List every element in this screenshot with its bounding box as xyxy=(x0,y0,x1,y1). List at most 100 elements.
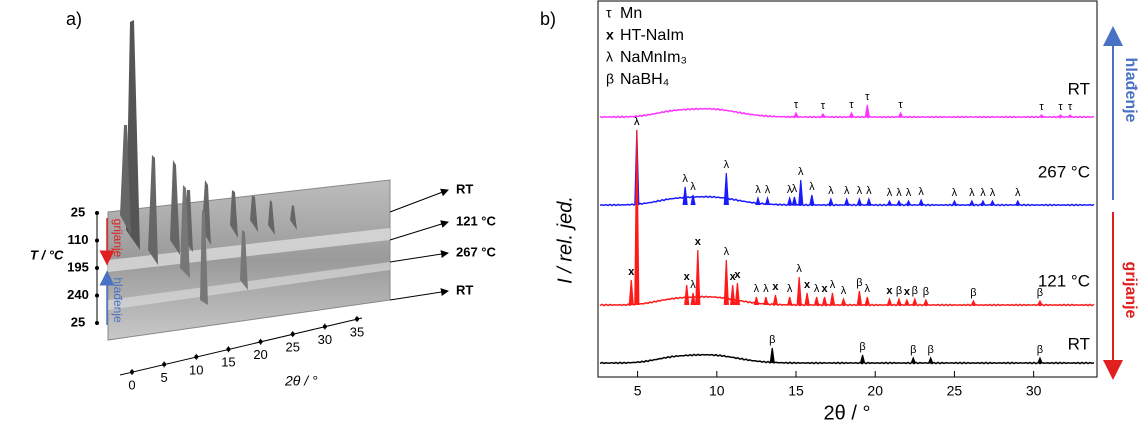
series-label: 121 °C xyxy=(1038,271,1090,290)
peak xyxy=(886,297,893,306)
peak xyxy=(809,194,815,206)
peak-marker: λ xyxy=(798,166,804,178)
peak-marker: x xyxy=(734,269,741,281)
peak xyxy=(1058,114,1063,118)
peak xyxy=(793,111,799,118)
x-tick-label: 5 xyxy=(161,370,168,385)
peak-marker: x xyxy=(804,279,811,291)
heating-label: grijanje xyxy=(111,219,125,258)
x-tick-label: 10 xyxy=(189,362,203,377)
peak xyxy=(859,354,866,364)
peak-marker: β xyxy=(928,344,934,356)
x-tick-label: 30 xyxy=(318,332,332,347)
y-tick-label: 240 xyxy=(67,287,89,302)
x-tick-dot xyxy=(355,317,359,321)
peak xyxy=(723,172,729,206)
peak-marker: λ xyxy=(787,283,793,295)
peak-marker: β xyxy=(1037,344,1043,356)
peak xyxy=(905,199,912,206)
trace-baseline xyxy=(599,353,1095,365)
peak-marker: τ xyxy=(1058,101,1063,113)
peak xyxy=(798,179,804,206)
y-tick-dot xyxy=(95,266,99,270)
peak xyxy=(928,356,934,364)
x-tick-label: 5 xyxy=(634,383,642,399)
peak xyxy=(1015,199,1021,206)
peak xyxy=(951,199,957,206)
x-tick-label: 35 xyxy=(350,324,364,339)
peak xyxy=(769,347,775,364)
peak xyxy=(829,292,836,306)
peak xyxy=(628,279,634,306)
trace-arrow xyxy=(389,220,449,241)
peak-marker: β xyxy=(912,285,918,297)
peak-marker: λ xyxy=(682,173,688,185)
peak xyxy=(910,356,916,364)
trace-label: 267 °C xyxy=(456,244,497,259)
peak xyxy=(844,197,850,206)
y-tick-label: 195 xyxy=(67,259,89,274)
peak-marker: λ xyxy=(765,184,771,196)
peak xyxy=(787,296,793,306)
peak xyxy=(690,292,696,306)
peak-marker: λ xyxy=(724,159,730,171)
trace-baseline xyxy=(599,295,1095,307)
peak xyxy=(848,111,854,118)
peak-marker: λ xyxy=(792,183,798,195)
trace-arrow xyxy=(389,288,449,301)
peak-marker: λ xyxy=(844,185,850,197)
legend-symbol: β xyxy=(606,71,614,87)
peak-marker: τ xyxy=(898,99,903,111)
x-tick-dot xyxy=(322,324,327,329)
peak xyxy=(1067,114,1073,118)
y-axis-label: T / °C xyxy=(30,247,64,262)
series-label: 267 °C xyxy=(1038,162,1090,181)
peak-marker: β xyxy=(859,341,865,353)
peak-marker: τ xyxy=(794,99,799,111)
peak-marker: λ xyxy=(724,246,730,258)
peak-marker: λ xyxy=(755,184,761,196)
peak-marker: λ xyxy=(754,283,760,295)
peak xyxy=(898,111,904,118)
peak-marker: λ xyxy=(980,187,986,199)
peak xyxy=(730,284,736,306)
peak-marker: λ xyxy=(690,279,696,291)
series-label: RT xyxy=(1068,79,1090,98)
peak-marker: β xyxy=(923,286,929,298)
peak xyxy=(682,186,688,206)
trace-arrow xyxy=(389,188,449,213)
peak xyxy=(866,197,872,206)
peak xyxy=(634,129,640,306)
x-tick-dot xyxy=(258,339,263,344)
x-tick-label: 0 xyxy=(128,377,135,392)
peak xyxy=(755,195,761,206)
x-tick-dot xyxy=(194,354,199,359)
peak xyxy=(886,199,893,206)
x-tick-label: 20 xyxy=(253,347,267,362)
peak-marker: β xyxy=(769,334,775,346)
peak xyxy=(1037,356,1043,364)
peak-marker: λ xyxy=(969,187,975,199)
peak-marker: λ xyxy=(918,186,924,198)
cooling-label: hlađenje xyxy=(111,277,125,323)
y-tick-dot xyxy=(95,321,99,325)
peak-marker: x xyxy=(886,285,893,297)
peak-marker: β xyxy=(970,287,976,299)
peak-marker: x xyxy=(730,271,737,283)
legend-label: HT-NaIm xyxy=(620,27,684,44)
peak-marker: λ xyxy=(866,185,872,197)
trace-label: RT xyxy=(456,282,473,297)
peak xyxy=(828,197,834,206)
y-tick-dot xyxy=(95,211,99,215)
peak xyxy=(723,259,729,306)
peak-marker: τ xyxy=(1039,101,1044,113)
panel-label: a) xyxy=(66,9,82,29)
peak xyxy=(821,296,828,306)
peak xyxy=(764,195,771,206)
peak xyxy=(896,297,902,306)
x-tick-dot xyxy=(162,362,167,367)
y-axis-label: I / rel. jed. xyxy=(554,196,576,284)
peak-marker: λ xyxy=(990,187,996,199)
peak-marker: λ xyxy=(796,263,802,275)
